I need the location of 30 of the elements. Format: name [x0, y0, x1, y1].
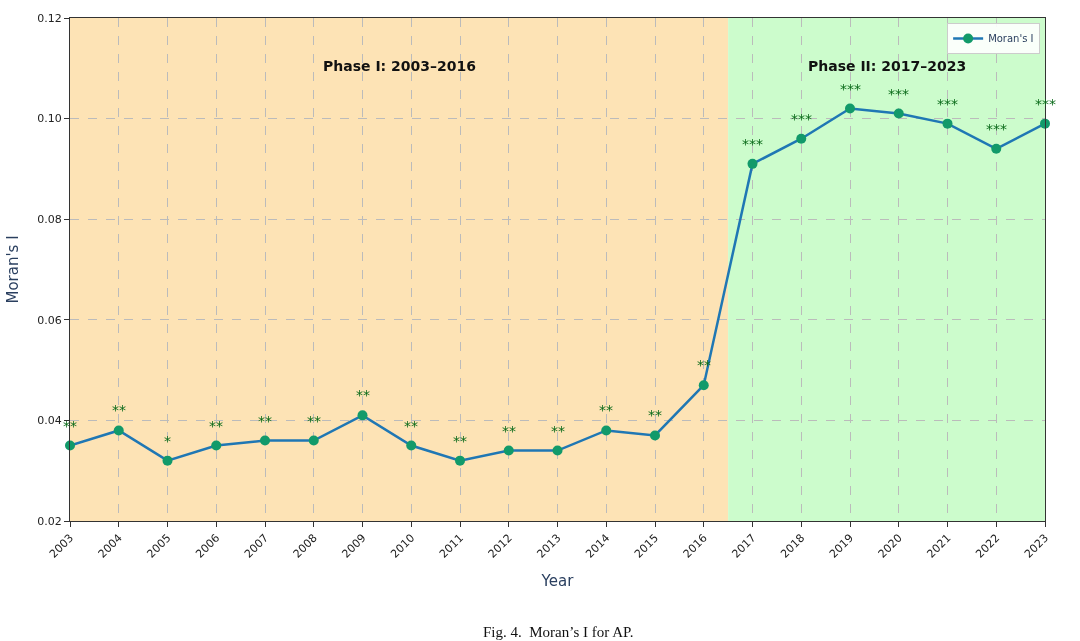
annotation: **	[209, 418, 223, 434]
annotation: **	[258, 413, 272, 429]
y-tick-label: 0.10	[37, 112, 62, 126]
annotation: **	[112, 402, 126, 418]
annotation: **	[404, 418, 418, 434]
y-axis-title: Moran's I	[3, 235, 22, 304]
annotation: **	[356, 387, 370, 403]
annotation: ***	[791, 111, 812, 127]
annotation: **	[551, 423, 565, 439]
annotation: **	[307, 413, 321, 429]
y-tick-label: 0.08	[37, 213, 62, 227]
y-tick-label: 0.12	[37, 11, 62, 25]
annotation: ***	[986, 121, 1007, 137]
y-tick-label: 0.04	[37, 414, 62, 428]
annotation: **	[599, 402, 613, 418]
band-label: Phase II: 2017–2023	[808, 58, 967, 74]
annotation: ***	[937, 96, 958, 112]
y-tick-label: 0.02	[37, 514, 62, 528]
annotation: **	[453, 433, 467, 449]
annotation: ***	[840, 81, 861, 97]
x-axis-title: Year	[540, 571, 575, 590]
annotation: ***	[888, 86, 909, 102]
annotation: **	[648, 407, 662, 423]
caption: Fig. 4. Moran’s I for AP.	[483, 624, 634, 640]
y-tick-label: 0.06	[37, 313, 62, 327]
legend-label: Moran's I	[988, 33, 1034, 45]
annotation: *	[164, 433, 171, 449]
annotation: ***	[742, 136, 763, 152]
annotation: **	[502, 423, 516, 439]
band-label: Phase I: 2003–2016	[323, 58, 476, 74]
